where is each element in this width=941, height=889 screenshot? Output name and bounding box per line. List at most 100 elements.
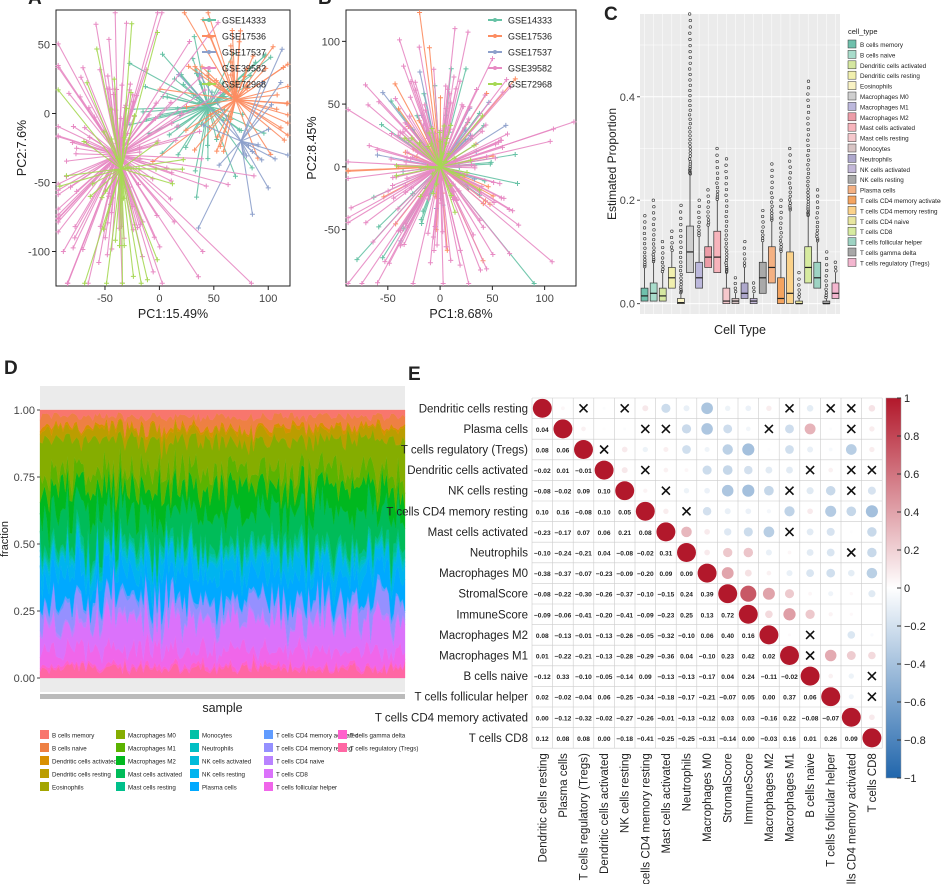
corr-value: −0.23 — [596, 571, 613, 578]
legend-label: NK cells resting — [202, 772, 246, 779]
nonsignificant-cross — [847, 404, 855, 412]
legend-swatch — [190, 756, 199, 765]
legend-swatch — [40, 730, 49, 739]
corr-circle — [681, 527, 692, 538]
legend-swatch — [848, 123, 856, 131]
column-label: T cells CD4 memory resting — [640, 753, 652, 884]
corr-circle — [788, 551, 792, 555]
corr-circle — [765, 467, 772, 474]
corr-value: −0.09 — [637, 612, 654, 619]
legend-label: Plasma cells — [202, 785, 237, 792]
y-axis-label: Estimated Proportion — [605, 108, 619, 220]
nonsignificant-cross — [641, 425, 649, 433]
corr-circle — [561, 406, 565, 410]
legend-label: Mast cells activated — [128, 772, 183, 779]
legend-label: GSE17537 — [222, 48, 266, 58]
colorbar-tick-label: 0 — [904, 583, 910, 595]
corr-circle — [723, 424, 732, 433]
corr-value: −0.26 — [596, 592, 613, 599]
legend-label: GSE17537 — [508, 48, 552, 58]
legend-label: Eosinophils — [52, 785, 84, 792]
box-body — [814, 262, 821, 288]
corr-circle — [807, 508, 813, 514]
legend-swatch — [848, 206, 856, 214]
nonsignificant-cross — [868, 672, 876, 680]
corr-value: −0.05 — [637, 633, 654, 640]
colorbar-tick-label: −0.6 — [904, 697, 926, 709]
corr-value: 0.09 — [659, 571, 672, 578]
legend-label: NK cells resting — [860, 177, 904, 184]
legend-label: Macrophages M0 — [128, 733, 176, 740]
diagonal-circle — [656, 522, 675, 541]
y-tick-label: 0.25 — [14, 606, 35, 618]
diagonal-circle — [636, 502, 655, 521]
corr-value: −0.04 — [575, 695, 592, 702]
corr-circle — [682, 424, 691, 433]
legend-swatch — [848, 154, 856, 162]
corr-circle — [870, 633, 873, 636]
column-label: T cells regulatory (Tregs) — [579, 753, 591, 880]
corr-circle — [704, 488, 710, 494]
legend-swatch — [338, 743, 347, 752]
x-tick-label: 0 — [156, 293, 162, 305]
corr-value: −0.32 — [575, 715, 592, 722]
corr-circle — [682, 445, 691, 454]
corr-circle — [744, 548, 753, 557]
corr-value: 0.05 — [618, 509, 631, 516]
diagonal-circle — [677, 543, 696, 562]
nonsignificant-cross — [641, 466, 649, 474]
corr-circle — [766, 550, 772, 556]
corr-value: 0.08 — [556, 736, 569, 743]
corr-circle — [783, 608, 795, 620]
colorbar-tick-label: 0.8 — [904, 431, 919, 443]
legend-swatch — [40, 769, 49, 778]
row-label: ImmuneScore — [456, 609, 528, 621]
column-label: NK cells resting — [620, 753, 632, 833]
corr-value: −0.23 — [658, 612, 675, 619]
nonsignificant-cross — [600, 446, 608, 454]
corr-value: −0.14 — [616, 674, 633, 681]
corr-circle — [744, 527, 753, 536]
corr-circle — [826, 486, 835, 495]
corr-value: 0.00 — [742, 736, 755, 743]
corr-circle — [869, 405, 876, 412]
legend-label: B cells memory — [860, 42, 904, 49]
corr-circle — [829, 612, 833, 616]
corr-circle — [764, 527, 775, 538]
corr-value: 0.40 — [721, 633, 734, 640]
legend-label: Neutrophils — [860, 156, 892, 163]
legend-swatch — [338, 730, 347, 739]
corr-value: 0.42 — [742, 654, 755, 661]
corr-circle — [827, 528, 835, 536]
corr-circle — [868, 652, 876, 660]
corr-circle — [867, 568, 878, 579]
y-tick-label: -50 — [324, 225, 340, 237]
corr-value: 0.08 — [577, 736, 590, 743]
corr-value: 0.04 — [680, 654, 693, 661]
colorbar-tick-label: −1 — [904, 773, 917, 785]
legend-swatch — [848, 258, 856, 266]
legend-swatch — [40, 756, 49, 765]
legend-label: Monocytes — [202, 733, 232, 740]
legend-label: T cells regulatory (Tregs) — [350, 746, 418, 753]
column-label: Macrophages M1 — [785, 753, 797, 842]
corr-circle — [869, 426, 874, 431]
corr-circle — [767, 509, 771, 513]
corr-value: −0.41 — [616, 612, 633, 619]
corr-circle — [764, 486, 774, 496]
corr-value: 0.06 — [556, 448, 569, 455]
nonsignificant-cross — [786, 487, 794, 495]
corr-circle — [745, 570, 752, 577]
corr-value: 0.10 — [536, 509, 549, 516]
y-tick-label: 50 — [38, 40, 50, 52]
colorbar-tick-label: −0.8 — [904, 735, 926, 747]
corr-circle — [850, 592, 853, 595]
corr-value: 0.12 — [536, 736, 549, 743]
box-body — [768, 247, 775, 283]
nonsignificant-cross — [786, 404, 794, 412]
x-tick-label: 0 — [437, 293, 443, 305]
legend-swatch — [40, 743, 49, 752]
legend-label: B cells memory — [52, 733, 95, 740]
y-axis-label: fraction — [0, 521, 11, 557]
